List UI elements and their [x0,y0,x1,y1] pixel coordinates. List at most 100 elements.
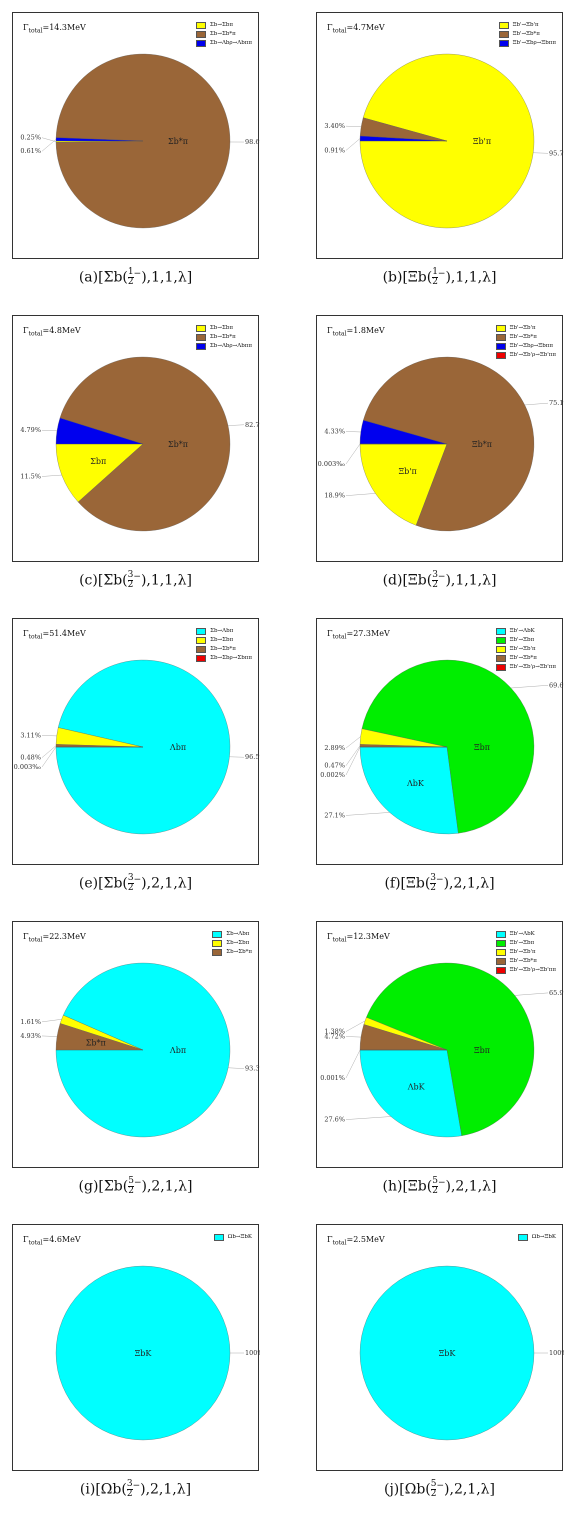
fraction-numerator: 1 [127,267,134,278]
percent-label: 98.6% [245,138,260,146]
legend-label: Ξb'→Ξb'π [509,325,536,331]
legend-label: Σb→Σbπ [210,637,234,643]
legend-entry: Σb→Σbπ [196,636,252,645]
percent-label: 1.61% [20,1018,41,1026]
legend: Ωb→ΞbK [213,1233,252,1242]
legend-label: Ξb'→ΛbK [509,931,535,937]
pie-panel-g: Γtotal=22.3MeV Σb→Λbπ Σb→Σbπ Σb→Σb*π 93.3% Λb… [12,921,260,1168]
legend-label: Ωb→ΞbK [531,1234,556,1240]
legend-swatch [495,637,506,644]
fraction-numerator: 3 [127,873,134,884]
parity-minus: − [133,874,142,885]
label-leader [345,125,362,127]
percent-label: 27.6% [324,1116,345,1124]
pie-slice [55,1023,144,1051]
slice-label: Ξb'π [399,467,417,476]
total-width-value: =51.4MeV [42,629,86,638]
total-width-label: Γtotal=1.8MeV [327,326,385,338]
percent-label: 0.91% [324,146,345,154]
percent-label: 0.002% [320,771,345,779]
fraction-denominator: 2 [432,1186,438,1196]
label-leader [41,1035,58,1037]
gamma-symbol: Γ [23,1235,29,1244]
fraction-denominator: 2 [128,1186,134,1196]
label-leader [345,1020,366,1032]
total-width-label: Γtotal=51.4MeV [23,629,86,641]
percent-label: 0.003‰ [318,460,346,468]
pie-slice [359,1049,462,1138]
label-leader [41,139,57,152]
caption-suffix: ),2,1,λ] [443,875,495,892]
legend-entry: Ξb'→Ξb'ρ→Ξb'ππ [495,966,556,975]
legend-label: Ξb'→Ξb*π [509,655,537,661]
legend-label: Ξb'→Ξb*π [509,958,537,964]
slice-label: Σb*π [86,1039,106,1048]
pie-panel-i: Γtotal=4.6MeV Ωb→ΞbK 100% ΞbK [12,1224,260,1471]
pie-chart: 100% ΞbK [359,1265,564,1441]
legend: Ξb'→ΛbK Ξb'→Ξbπ Ξb'→Ξb'π Ξb'→Ξb*π Ξb'→Ξb'ρ→Ξ… [495,627,556,672]
legend-label: Ξb'→Ξbρ→Ξbππ [512,40,556,46]
legend-entry: Σb→Σbπ [212,939,252,948]
panel-caption: (c)[Σb(3 2 −),1,1,λ] [6,571,266,590]
caption-prefix: (i)[Ωb( [79,1481,127,1498]
legend-entry: Ωb→ΞbK [213,1233,252,1242]
percent-label: 27.1% [324,811,345,819]
legend-label: Σb→Λbπ [210,628,234,634]
legend: Σb→Σbπ Σb→Σb*π Σb→Λbρ→Λbππ [195,324,252,351]
percent-label: 0.25% [20,134,41,142]
caption-prefix: (c)[Σb( [79,572,128,589]
legend-entry: Ξb'→Ξb*π [498,30,556,39]
total-width-value: =22.3MeV [42,932,86,941]
label-leader [345,1116,391,1120]
legend-entry: Ξb'→Ξb'π [495,645,556,654]
legend: Ξb'→Ξb'π Ξb'→Ξb*π Ξb'→Ξbρ→Ξbππ Ξb'→Ξb'ρ→Ξb'… [495,324,556,360]
pie-chart: 18.9% Ξb'π 75.1% Ξb*π 4.33% 0.003‰ [318,356,564,532]
percent-label: 0.48% [20,754,41,762]
fraction-denominator: 2 [430,1489,437,1499]
panel-caption: (f)[Ξb(3 2 −),2,1,λ] [310,874,570,893]
legend-swatch [195,343,206,350]
legend-entry: Σb→Σb*π [195,333,252,342]
percent-label: 11.5% [20,472,41,480]
legend-entry: Ξb'→ΛbK [495,930,556,939]
panel-caption: (h)[Ξb(5 2 −),2,1,λ] [310,1177,570,1196]
fraction-denominator: 2 [127,883,134,893]
total-width-label: Γtotal=12.3MeV [327,932,390,944]
parity-minus: − [133,1177,142,1188]
gamma-subscript: total [28,1239,43,1247]
panel-caption: (j)[Ωb(5 2 −),2,1,λ] [310,1480,570,1499]
label-leader [345,736,361,749]
gamma-symbol: Γ [23,932,29,941]
label-leader [228,1067,245,1069]
label-leader [510,685,549,689]
panel-caption: (i)[Ωb(3 2 −),2,1,λ] [6,1480,266,1499]
legend-entry: Ξb'→Ξb*π [495,957,556,966]
gamma-subscript: total [332,27,347,35]
label-leader [41,745,57,758]
parity-minus: − [436,1480,445,1491]
slice-label: Σbπ [90,457,106,466]
pie-panel-e: Γtotal=51.4MeV Σb→Λbπ Σb→Σbπ Σb→Σb*π Σb→Σbρ→… [12,618,260,865]
legend: Σb→Λbπ Σb→Σbπ Σb→Σb*π [212,930,252,957]
gamma-symbol: Γ [327,1235,333,1244]
fraction-denominator: 2 [430,883,437,893]
label-leader [345,1049,361,1079]
legend-swatch [213,1234,224,1241]
legend-swatch [195,40,206,47]
caption-suffix: ),1,1,λ] [445,269,497,286]
legend-label: Ξb'→Ξb'ρ→Ξb'ππ [509,967,556,973]
pie-slice [361,659,535,834]
legend-swatch [495,628,506,635]
total-width-label: Γtotal=4.8MeV [23,326,81,338]
caption-suffix: ),2,1,λ] [444,1481,495,1498]
legend-label: Ξb'→Ξb*π [509,334,537,340]
label-leader [514,992,549,996]
percent-label: 82.7% [245,421,260,429]
percent-label: 96.5% [245,753,260,761]
legend-entry: Ξb'→Ξb'π [495,948,556,957]
legend-swatch [498,40,509,47]
legend-entry: Σb→Λbρ→Λbππ [195,342,252,351]
legend-label: Ξb'→Ξb'ρ→Ξb'ππ [509,352,556,358]
